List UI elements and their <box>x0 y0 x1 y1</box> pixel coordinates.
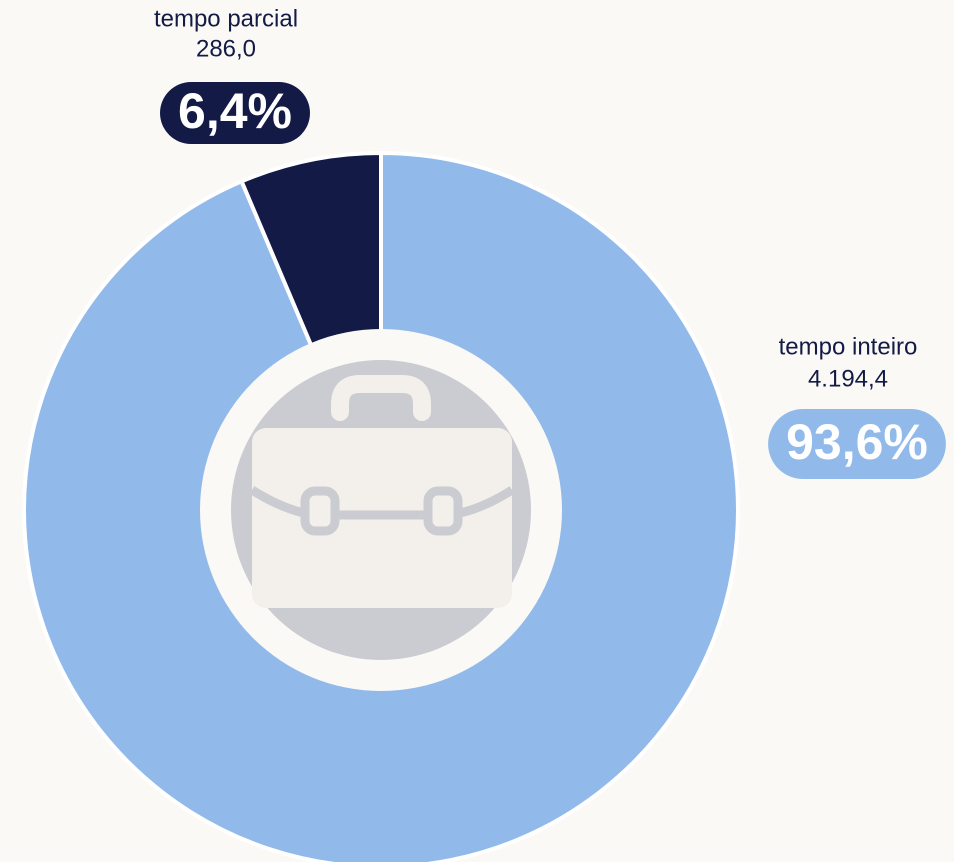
share-label: 93,6% <box>786 414 928 470</box>
value-label: 4.194,4 <box>808 365 888 392</box>
value-label: 286,0 <box>196 35 256 62</box>
share-pill <box>160 82 310 144</box>
category-label: tempo parcial <box>154 5 298 32</box>
labels: tempo inteiro 4.194,4 93,6% tempo parcial 28… <box>154 5 946 479</box>
briefcase-icon <box>249 375 515 608</box>
share-label: 6,4% <box>178 83 292 139</box>
category-label: tempo inteiro <box>779 333 918 360</box>
share-pill <box>768 409 946 479</box>
